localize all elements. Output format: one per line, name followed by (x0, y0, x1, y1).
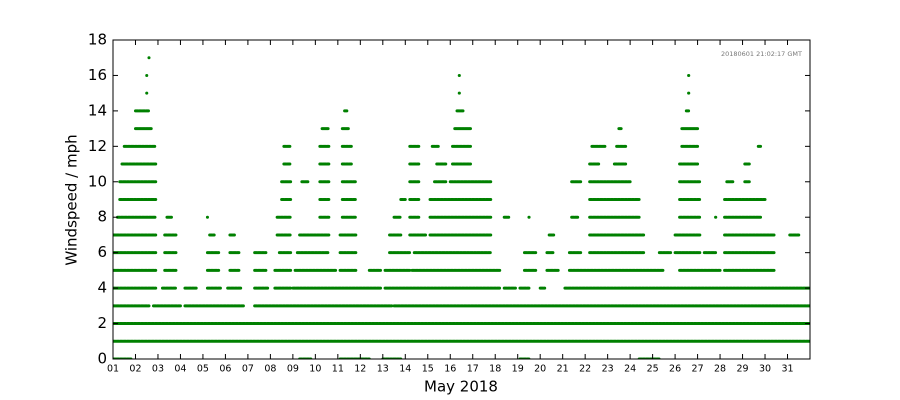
y-tick-label: 10 (88, 172, 107, 190)
plot-area (113, 56, 810, 359)
x-tick-label: 31 (781, 364, 793, 375)
y-tick-label: 18 (88, 31, 107, 49)
x-tick-label: 01 (107, 364, 119, 375)
x-tick-label: 04 (174, 364, 186, 375)
y-tick-label: 0 (97, 350, 107, 368)
x-tick-label: 27 (692, 364, 704, 375)
annotation: 20180601 21:02:17 GMT (721, 50, 802, 58)
x-tick-label: 30 (759, 364, 771, 375)
y-tick-label: 14 (88, 101, 107, 119)
y-axis-label: Windspeed / mph (63, 134, 81, 265)
x-tick-label: 05 (197, 364, 209, 375)
x-tick-label: 24 (624, 364, 636, 375)
x-tick-label: 20 (534, 364, 546, 375)
x-tick-label: 25 (647, 364, 659, 375)
x-tick-label: 17 (467, 364, 479, 375)
x-tick-label: 22 (579, 364, 591, 375)
y-tick-label: 12 (88, 137, 107, 155)
y-tick-label: 16 (88, 66, 107, 84)
x-tick-label: 23 (602, 364, 614, 375)
y-tick-label: 2 (97, 314, 107, 332)
x-tick-label: 14 (399, 364, 411, 375)
x-tick-label: 29 (737, 364, 749, 375)
x-tick-label: 13 (377, 364, 389, 375)
x-tick-label: 06 (219, 364, 231, 375)
x-tick-label: 07 (242, 364, 254, 375)
x-tick-label: 10 (309, 364, 321, 375)
x-tick-label: 19 (512, 364, 524, 375)
x-tick-label: 16 (444, 364, 456, 375)
x-tick-label: 28 (714, 364, 726, 375)
x-tick-label: 08 (264, 364, 276, 375)
x-tick-label: 09 (287, 364, 299, 375)
x-tick-label: 12 (354, 364, 366, 375)
plot-frame (112, 39, 811, 360)
x-tick-label: 02 (129, 364, 141, 375)
x-tick-label: 26 (669, 364, 681, 375)
x-tick-label: 03 (152, 364, 164, 375)
y-tick-label: 8 (97, 208, 107, 226)
x-tick-label: 11 (332, 364, 344, 375)
y-tick-label: 6 (97, 243, 107, 261)
x-tick-label: 18 (489, 364, 501, 375)
y-tick-label: 4 (97, 279, 107, 297)
x-tick-label: 15 (422, 364, 434, 375)
x-tick-label: 21 (557, 364, 569, 375)
x-axis-label: May 2018 (424, 378, 498, 396)
